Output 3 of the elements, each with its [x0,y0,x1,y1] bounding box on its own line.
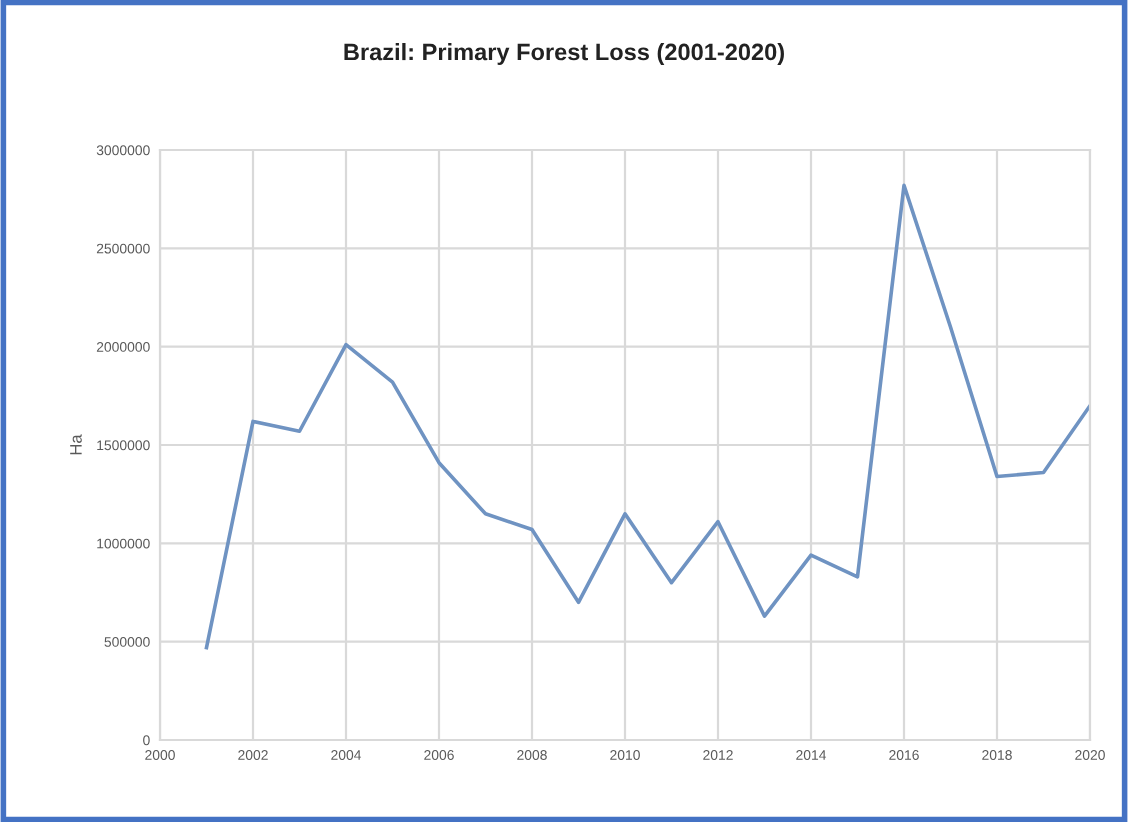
line-series [204,183,1090,650]
y-axis-title: Ha [70,434,82,455]
chart-title: Brazil: Primary Forest Loss (2001-2020) [344,43,784,65]
